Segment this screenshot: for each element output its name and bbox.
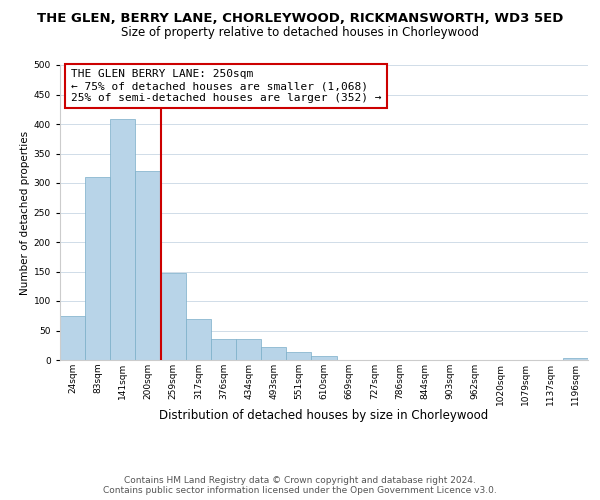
Bar xyxy=(136,171,161,360)
Bar xyxy=(186,318,211,360)
Text: THE GLEN, BERRY LANE, CHORLEYWOOD, RICKMANSWORTH, WD3 5ED: THE GLEN, BERRY LANE, CHORLEYWOOD, RICKM… xyxy=(37,12,563,26)
Bar xyxy=(236,339,261,360)
Bar xyxy=(261,347,286,360)
Bar xyxy=(286,352,311,360)
Text: Size of property relative to detached houses in Chorleywood: Size of property relative to detached ho… xyxy=(121,26,479,39)
Bar xyxy=(161,272,186,360)
Bar xyxy=(110,120,136,360)
Y-axis label: Number of detached properties: Number of detached properties xyxy=(20,130,29,294)
Bar xyxy=(311,356,337,360)
Bar xyxy=(60,316,85,360)
X-axis label: Distribution of detached houses by size in Chorleywood: Distribution of detached houses by size … xyxy=(160,409,488,422)
Bar xyxy=(211,339,236,360)
Bar xyxy=(563,358,588,360)
Text: THE GLEN BERRY LANE: 250sqm
← 75% of detached houses are smaller (1,068)
25% of : THE GLEN BERRY LANE: 250sqm ← 75% of det… xyxy=(71,70,381,102)
Text: Contains HM Land Registry data © Crown copyright and database right 2024.
Contai: Contains HM Land Registry data © Crown c… xyxy=(103,476,497,495)
Bar xyxy=(85,176,110,360)
